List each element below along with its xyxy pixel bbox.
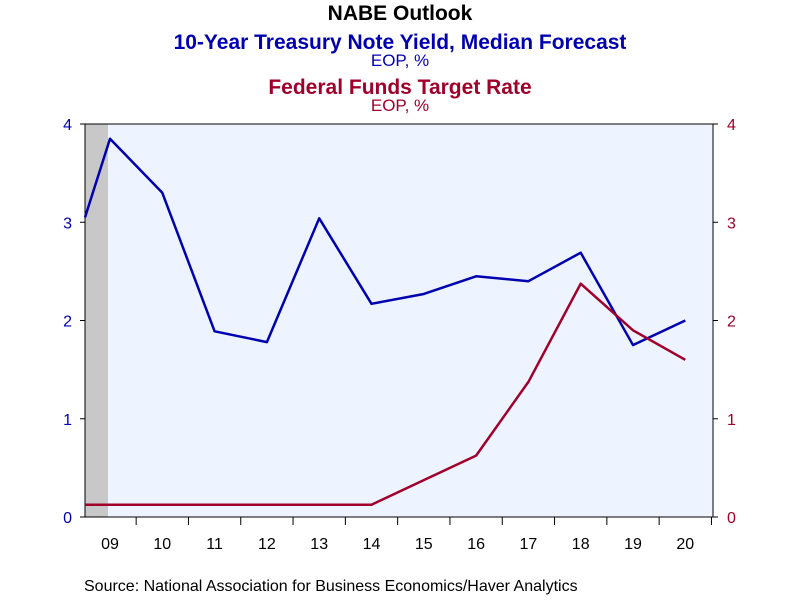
series2-unit: EOP, %: [370, 96, 430, 115]
y-left-tick-label: 1: [63, 412, 72, 429]
x-tick-label: 10: [153, 536, 171, 553]
x-tick-label: 16: [467, 536, 485, 553]
x-tick-label: 17: [520, 536, 538, 553]
y-right-tick-label: 4: [727, 117, 736, 134]
series2-title: Federal Funds Target Rate: [268, 76, 532, 99]
series-line-2: [85, 282, 686, 506]
x-tick-label: 15: [415, 536, 433, 553]
y-left-tick-label: 4: [63, 117, 72, 134]
chart-title: NABE Outlook: [327, 2, 473, 25]
x-tick-label: 12: [258, 536, 276, 553]
x-tick-label: 14: [363, 536, 381, 553]
x-tick-label: 11: [206, 536, 223, 553]
y-left-tick-label: 2: [63, 314, 72, 331]
y-left-tick-label: 0: [63, 510, 72, 527]
y-right-tick-label: 0: [727, 510, 736, 527]
source-note: Source: National Association for Busines…: [84, 578, 578, 595]
y-right-tick-label: 3: [727, 215, 736, 232]
series1-title: 10-Year Treasury Note Yield, Median Fore…: [173, 31, 627, 54]
x-tick-label: 13: [310, 536, 328, 553]
y-left-tick-label: 3: [63, 215, 72, 232]
y-right-tick-label: 2: [727, 314, 736, 331]
series1-unit: EOP, %: [370, 51, 430, 70]
x-tick-label: 09: [101, 536, 119, 553]
y-right-tick-label: 1: [727, 412, 736, 429]
series-line-1: [83, 137, 686, 347]
plot-area: [85, 124, 713, 517]
x-tick-label: 19: [624, 536, 642, 553]
x-tick-label: 20: [676, 536, 694, 553]
recession-shading: [85, 124, 108, 517]
x-tick-label: 18: [572, 536, 590, 553]
